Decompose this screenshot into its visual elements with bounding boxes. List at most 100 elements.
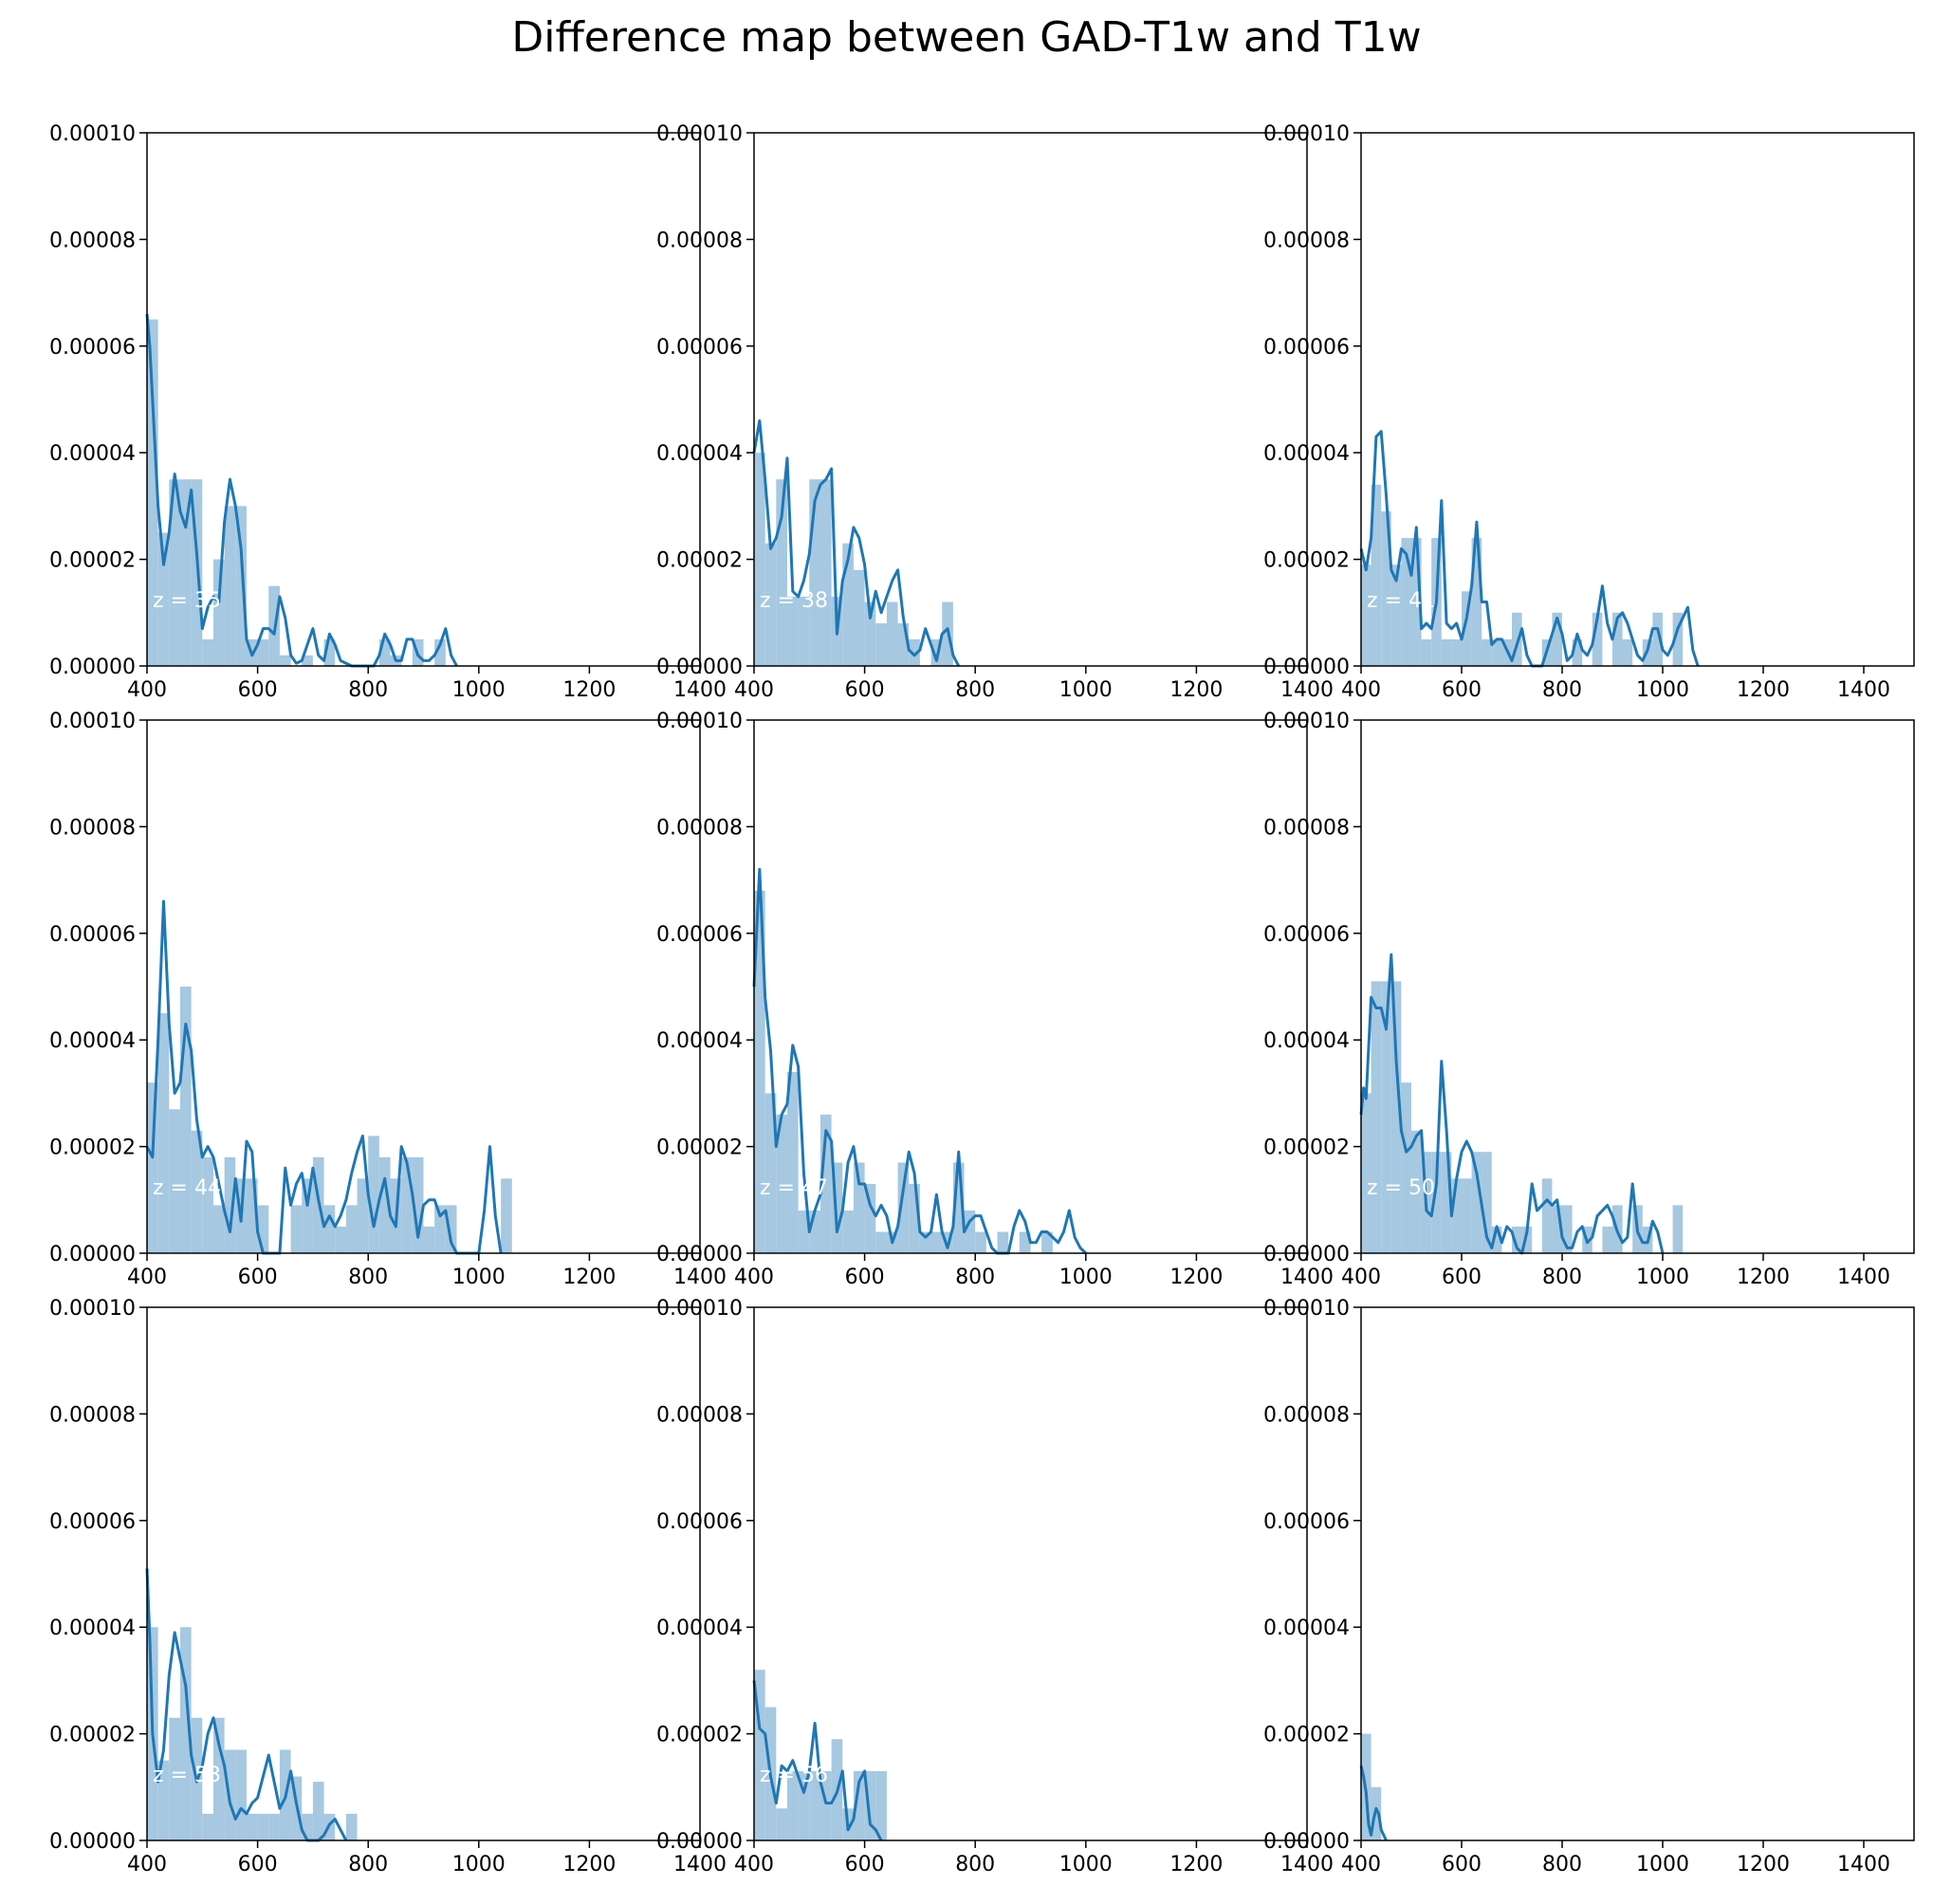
- x-tick-label: 400: [127, 678, 167, 702]
- histogram-bar: [147, 1082, 158, 1253]
- x-tick-label: 600: [845, 678, 885, 702]
- axes-frame: [1360, 1306, 1915, 1841]
- x-tick-label: 800: [955, 678, 995, 702]
- histogram-bar: [952, 1162, 965, 1253]
- axes-frame: [1360, 719, 1915, 1254]
- y-tick-label: 0.00006: [656, 923, 743, 947]
- y-tick-label: 0.00000: [656, 1243, 743, 1266]
- histogram-bar: [1371, 981, 1382, 1253]
- histogram-bar: [853, 1770, 865, 1840]
- x-tick-label: 1000: [1636, 678, 1689, 702]
- kde-line: [145, 313, 458, 668]
- x-tick-label: 600: [1442, 1853, 1482, 1876]
- x-tick-label: 1200: [562, 678, 616, 702]
- histogram-bar: [831, 1162, 843, 1253]
- axes-frame: [146, 719, 701, 1254]
- histogram-bar: [1612, 612, 1623, 666]
- x-tick-label: 400: [734, 1266, 774, 1289]
- x-tick-label: 800: [955, 1266, 995, 1289]
- panel-4: z = 44 0.00000 0.00002 0.00004 0.00006 0.0000…: [49, 710, 727, 1289]
- x-tick-label: 1400: [673, 678, 727, 702]
- histogram-bar: [875, 1770, 887, 1840]
- z-label: z = 38: [760, 589, 828, 613]
- histogram-bar: [191, 1130, 203, 1253]
- histogram-bar: [809, 479, 820, 666]
- y-tick-label: 0.00002: [1263, 1137, 1350, 1160]
- y-tick-label: 0.00004: [1263, 1617, 1350, 1640]
- panel-5: z = 47 0.00000 0.00002 0.00004 0.00006 0.0000…: [656, 710, 1334, 1289]
- x-tick-label: 1200: [562, 1266, 616, 1289]
- histogram-bar: [235, 1749, 247, 1840]
- x-tick-label: 1400: [673, 1853, 727, 1876]
- histogram-bar: [1019, 1231, 1031, 1253]
- y-tick-label: 0.00008: [1263, 1403, 1350, 1427]
- y-tick-label: 0.00002: [656, 1137, 743, 1160]
- axes-frame: [1360, 132, 1915, 667]
- histogram-bar: [809, 1211, 820, 1253]
- histogram-bar: [1441, 1152, 1452, 1253]
- histogram-bar: [323, 1205, 336, 1253]
- histogram-bar: [819, 1114, 832, 1253]
- x-tick-label: 1400: [1837, 1266, 1890, 1289]
- y-tick-label: 0.00008: [49, 816, 136, 840]
- histogram-bar: [975, 1231, 986, 1253]
- histogram-bar: [1401, 538, 1411, 666]
- histogram-bar: [368, 1136, 379, 1253]
- histogram-bar: [257, 1813, 269, 1840]
- kde-line: [1359, 430, 1700, 668]
- histogram-bar: [1421, 638, 1432, 666]
- histogram-bar: [842, 1211, 854, 1253]
- histogram-bar: [1381, 511, 1391, 666]
- kde-line: [145, 899, 503, 1255]
- kde-line: [752, 418, 961, 667]
- x-tick-label: 1000: [452, 1266, 506, 1289]
- histogram-bar: [864, 1770, 876, 1840]
- y-tick-label: 0.00002: [1263, 549, 1350, 573]
- histogram-bar: [257, 1205, 269, 1253]
- z-label: z = 44: [153, 1176, 221, 1200]
- histogram-bar: [312, 1782, 324, 1840]
- histogram-bar: [1361, 1093, 1372, 1253]
- x-tick-label: 400: [734, 678, 774, 702]
- histogram-bar: [1471, 538, 1482, 666]
- histogram-bar: [754, 1670, 765, 1840]
- panel-2: z = 38 0.00000 0.00002 0.00004 0.00006 0.0000…: [656, 122, 1334, 702]
- histogram-bar: [909, 638, 920, 666]
- histogram-bar: [412, 1156, 424, 1253]
- histogram-bar: [1371, 484, 1382, 666]
- histogram-bar: [1541, 1178, 1553, 1253]
- histogram-bar: [786, 1770, 799, 1840]
- histogram-bar: [1411, 538, 1422, 666]
- histogram-bar: [1552, 612, 1562, 666]
- histogram-bar: [235, 506, 247, 666]
- y-tick-label: 0.00010: [49, 1297, 136, 1321]
- histogram-bar: [1441, 638, 1452, 666]
- y-tick-label: 0.00002: [49, 1137, 136, 1160]
- histogram-bar: [1451, 1178, 1462, 1253]
- histogram-bar: [897, 1162, 910, 1253]
- x-tick-label: 1400: [1837, 1853, 1890, 1876]
- histogram-bar: [1491, 638, 1502, 666]
- histogram-bar: [1512, 612, 1522, 666]
- x-tick-label: 800: [348, 1853, 388, 1876]
- y-tick-label: 0.00000: [656, 656, 743, 679]
- histogram-bar: [764, 543, 777, 666]
- x-tick-label: 800: [1542, 1853, 1582, 1876]
- y-tick-label: 0.00002: [49, 1724, 136, 1747]
- histogram-bar: [1572, 638, 1583, 666]
- panel-7: z = 53 0.00000 0.00002 0.00004 0.00006 0.0000…: [49, 1297, 727, 1876]
- histogram-bar: [246, 1813, 258, 1840]
- histogram-bar: [1672, 612, 1684, 666]
- y-tick-label: 0.00004: [49, 1029, 136, 1053]
- z-label: z = 47: [760, 1176, 828, 1200]
- y-tick-label: 0.00000: [1263, 656, 1350, 679]
- x-tick-label: 1400: [1280, 1853, 1334, 1876]
- x-tick-label: 600: [1442, 678, 1482, 702]
- x-tick-label: 1200: [1737, 1853, 1790, 1876]
- y-tick-label: 0.00010: [656, 710, 743, 733]
- x-tick-label: 1200: [1737, 1266, 1790, 1289]
- axes-frame: [753, 719, 1308, 1254]
- y-tick-label: 0.00004: [1263, 442, 1350, 466]
- y-tick-label: 0.00004: [656, 1617, 743, 1640]
- x-tick-label: 1000: [1059, 1853, 1113, 1876]
